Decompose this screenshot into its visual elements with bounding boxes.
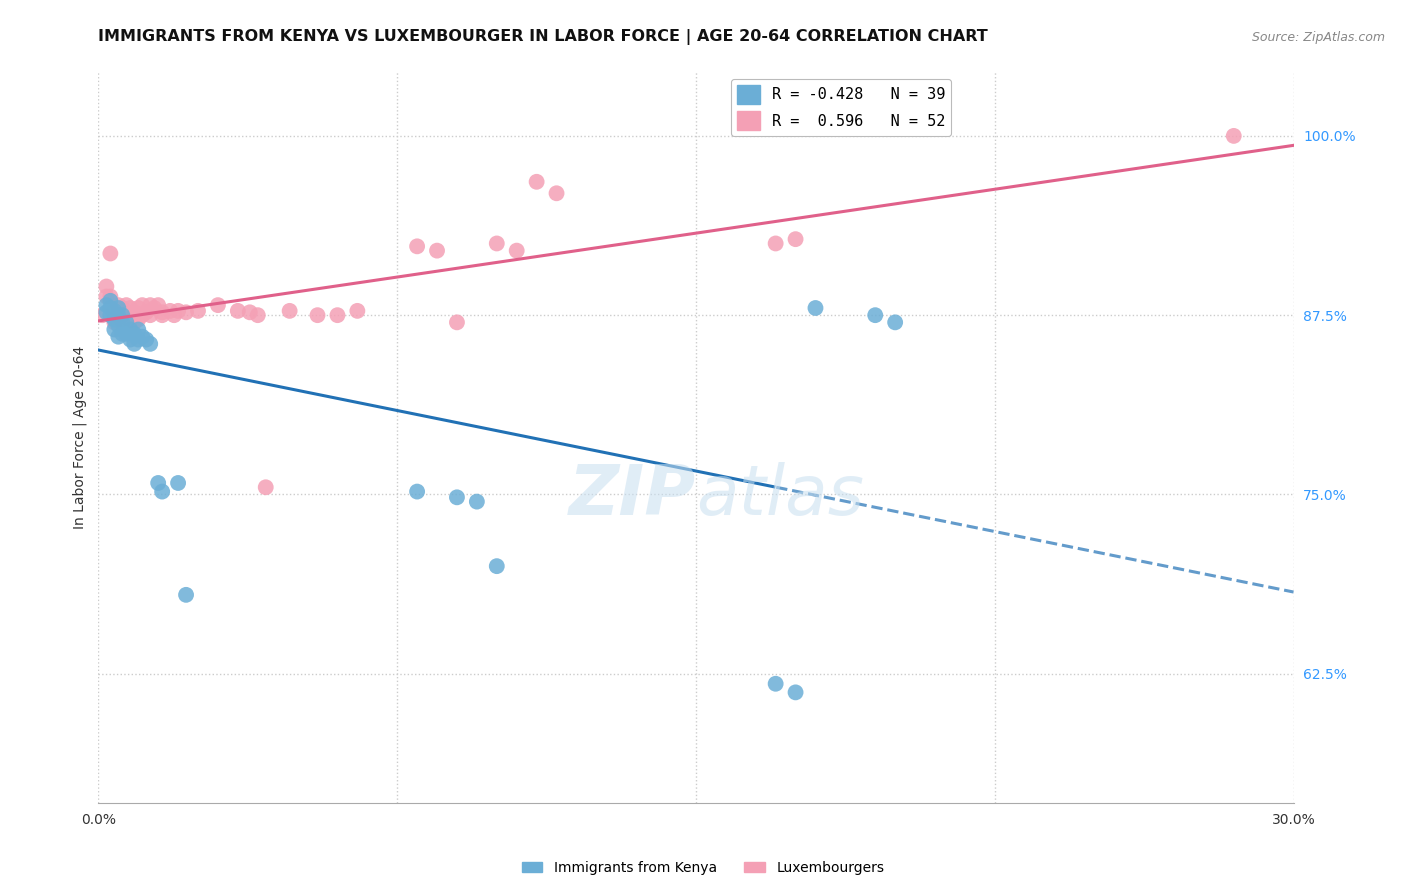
Point — [765, 677, 787, 691]
Point — [111, 315, 134, 329]
Point — [107, 308, 129, 322]
Point — [127, 312, 149, 326]
Point — [120, 301, 142, 315]
Point — [111, 312, 134, 326]
Point — [107, 308, 129, 322]
Point — [1222, 128, 1246, 143]
Point — [326, 308, 349, 322]
Point — [127, 322, 149, 336]
Point — [107, 329, 129, 343]
Point — [107, 318, 129, 333]
Point — [96, 305, 118, 319]
Point — [100, 293, 122, 308]
Point — [765, 236, 787, 251]
Point — [239, 305, 262, 319]
Point — [346, 304, 368, 318]
Point — [187, 304, 209, 318]
Point — [91, 308, 114, 322]
Point — [96, 279, 118, 293]
Point — [103, 304, 125, 318]
Point — [804, 301, 827, 315]
Point — [100, 301, 122, 315]
Point — [100, 246, 122, 260]
Point — [120, 312, 142, 326]
Point — [124, 305, 146, 319]
Point — [111, 308, 134, 322]
Point — [446, 491, 468, 505]
Point — [111, 326, 134, 341]
Legend: Immigrants from Kenya, Luxembourgers: Immigrants from Kenya, Luxembourgers — [516, 855, 890, 880]
Point — [167, 304, 190, 318]
Point — [103, 315, 125, 329]
Point — [159, 304, 181, 318]
Point — [135, 333, 157, 347]
Point — [148, 475, 170, 490]
Y-axis label: In Labor Force | Age 20-64: In Labor Force | Age 20-64 — [73, 345, 87, 529]
Point — [148, 298, 170, 312]
Point — [115, 298, 138, 312]
Point — [485, 559, 508, 574]
Point — [120, 322, 142, 336]
Point — [307, 308, 329, 322]
Point — [278, 304, 301, 318]
Text: Source: ZipAtlas.com: Source: ZipAtlas.com — [1251, 31, 1385, 45]
Point — [150, 484, 173, 499]
Point — [226, 304, 249, 318]
Point — [526, 175, 548, 189]
Point — [115, 308, 138, 322]
Point — [120, 333, 142, 347]
Point — [406, 484, 429, 499]
Point — [163, 308, 186, 322]
Text: ZIP: ZIP — [568, 462, 696, 529]
Text: atlas: atlas — [696, 462, 863, 529]
Point — [103, 322, 125, 336]
Point — [139, 336, 162, 351]
Point — [107, 301, 129, 315]
Point — [139, 298, 162, 312]
Point — [131, 298, 153, 312]
Point — [124, 326, 146, 341]
Point — [406, 239, 429, 253]
Point — [115, 326, 138, 341]
Point — [115, 315, 138, 329]
Point — [135, 305, 157, 319]
Point — [111, 301, 134, 315]
Point — [96, 298, 118, 312]
Point — [884, 315, 907, 329]
Point — [100, 289, 122, 303]
Point — [446, 315, 468, 329]
Point — [131, 308, 153, 322]
Point — [174, 305, 197, 319]
Point — [207, 298, 229, 312]
Point — [254, 480, 277, 494]
Point — [485, 236, 508, 251]
Point — [246, 308, 269, 322]
Legend: R = -0.428   N = 39, R =  0.596   N = 52: R = -0.428 N = 39, R = 0.596 N = 52 — [731, 79, 952, 136]
Point — [174, 588, 197, 602]
Point — [785, 685, 807, 699]
Point — [96, 289, 118, 303]
Point — [150, 305, 173, 319]
Point — [139, 308, 162, 322]
Point — [107, 298, 129, 312]
Point — [124, 336, 146, 351]
Point — [124, 315, 146, 329]
Text: IMMIGRANTS FROM KENYA VS LUXEMBOURGER IN LABOR FORCE | AGE 20-64 CORRELATION CHA: IMMIGRANTS FROM KENYA VS LUXEMBOURGER IN… — [98, 29, 988, 45]
Point — [131, 329, 153, 343]
Point — [103, 304, 125, 318]
Point — [546, 186, 568, 201]
Point — [100, 308, 122, 322]
Point — [167, 475, 190, 490]
Point — [785, 232, 807, 246]
Point — [127, 333, 149, 347]
Point — [103, 312, 125, 326]
Point — [465, 494, 488, 508]
Point — [506, 244, 529, 258]
Point — [127, 301, 149, 315]
Point — [143, 301, 166, 315]
Point — [150, 308, 173, 322]
Point — [863, 308, 887, 322]
Point — [426, 244, 449, 258]
